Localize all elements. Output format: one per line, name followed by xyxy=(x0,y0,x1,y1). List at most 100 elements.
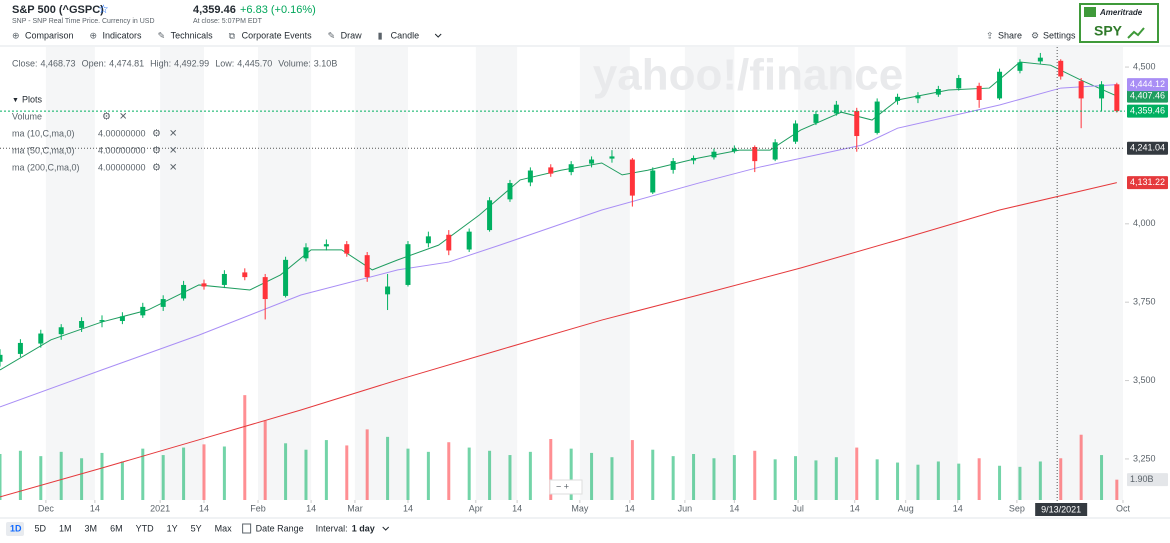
candle-body xyxy=(670,161,676,170)
toolbar-item[interactable]: Indicators xyxy=(103,30,143,40)
volume-bar xyxy=(1059,458,1063,500)
volume-bar xyxy=(39,456,43,500)
volume-bar xyxy=(18,450,22,500)
watermark: yahoo!/finance xyxy=(593,51,904,100)
volume-bar xyxy=(120,461,124,500)
current-price-box xyxy=(1127,104,1168,118)
plot-settings[interactable]: ⚙ xyxy=(152,163,161,174)
plots-title[interactable]: Plots xyxy=(22,94,43,104)
candle-body xyxy=(364,255,370,278)
range-button[interactable]: 5Y xyxy=(191,523,202,533)
range-button[interactable]: 1M xyxy=(59,523,72,533)
toolbar-item[interactable]: Corporate Events xyxy=(242,30,313,40)
symbol: S&P 500 (^GSPC) xyxy=(12,4,104,16)
candle xyxy=(181,280,187,301)
toolbar-item[interactable]: Technicals xyxy=(171,30,214,40)
candle-body xyxy=(201,283,207,287)
range-button[interactable]: Max xyxy=(215,523,233,533)
volume-bar xyxy=(916,464,920,500)
current-price: 4,359.46 xyxy=(1127,104,1168,118)
candle-body xyxy=(772,142,778,160)
candle xyxy=(527,167,533,187)
volume-bar xyxy=(671,456,675,500)
plot-name: Volume xyxy=(12,111,42,121)
interval-value[interactable]: 1 day xyxy=(352,523,375,533)
x-tick-label: 14 xyxy=(625,503,635,513)
toolbar-item[interactable]: Draw xyxy=(341,30,363,40)
volume-bar xyxy=(732,455,736,500)
volume-bar xyxy=(426,451,430,500)
candle-body xyxy=(1078,81,1084,99)
quote-value: 4,492.99 xyxy=(174,58,209,68)
volume-bar xyxy=(528,451,532,500)
ad[interactable]: Ameritrade SPY xyxy=(1079,3,1159,43)
toolbar-item[interactable]: Comparison xyxy=(25,30,74,40)
candle xyxy=(691,155,697,165)
volume-bar xyxy=(957,463,961,500)
plot-remove[interactable]: ✕ xyxy=(169,146,177,157)
quote-label: High: xyxy=(150,58,171,68)
volume-bar xyxy=(161,455,165,500)
plot-remove[interactable]: ✕ xyxy=(169,129,177,140)
toolbar-right-item[interactable]: Share xyxy=(998,30,1022,40)
volume-bar xyxy=(406,448,410,500)
date-range[interactable]: Date Range xyxy=(256,523,304,533)
candle-body xyxy=(548,167,554,174)
ad-icon xyxy=(1127,27,1145,39)
volume-bar xyxy=(712,458,716,500)
plot-remove[interactable]: ✕ xyxy=(119,112,127,123)
close-time: At close: 5:07PM EDT xyxy=(193,18,263,25)
toolbar-icon: ✎ xyxy=(158,30,166,40)
candle xyxy=(1058,59,1064,80)
subtitle: SNP - SNP Real Time Price. Currency in U… xyxy=(12,18,155,25)
range-button[interactable]: 3M xyxy=(85,523,98,533)
candle-body xyxy=(344,244,350,254)
ad-logo xyxy=(1084,7,1096,17)
y-tick-label: 3,250 xyxy=(1133,453,1156,463)
plot-settings[interactable]: ⚙ xyxy=(102,112,111,123)
x-tick-label: 14 xyxy=(512,503,522,513)
plot-remove[interactable]: ✕ xyxy=(169,163,177,174)
candle xyxy=(0,349,3,367)
volume-bar xyxy=(182,447,186,500)
dropdown-caret[interactable] xyxy=(434,33,442,38)
quote-value: 3.10B xyxy=(314,58,338,68)
interval-caret[interactable] xyxy=(382,526,390,531)
quote-label: Close: xyxy=(12,58,38,68)
range-button[interactable]: 1D xyxy=(10,523,22,533)
toolbar-item[interactable]: Candle xyxy=(391,30,420,40)
range-button[interactable]: 5D xyxy=(35,523,47,533)
x-tick-label: Mar xyxy=(347,503,363,513)
volume-bar xyxy=(345,445,349,500)
range-button[interactable]: 6M xyxy=(110,523,123,533)
plot-settings[interactable]: ⚙ xyxy=(152,146,161,157)
ma-last-value-label: 4,407.46 xyxy=(1130,90,1165,100)
zoom-control[interactable] xyxy=(549,479,583,495)
zoom-control[interactable]: − + xyxy=(556,481,569,491)
ma-line xyxy=(0,84,1117,408)
candle xyxy=(589,156,595,168)
volume-bar xyxy=(1115,479,1119,500)
candle xyxy=(548,164,554,177)
range-button[interactable]: 1Y xyxy=(167,523,178,533)
x-tick-label: 14 xyxy=(850,503,860,513)
x-tick-label: 14 xyxy=(306,503,316,513)
volume-last-box xyxy=(1127,473,1168,487)
crosshair-date: 9/13/2021 xyxy=(1041,504,1081,514)
month-stripe xyxy=(684,47,735,500)
candle-body xyxy=(242,272,248,278)
interval-label: Interval: xyxy=(316,523,348,533)
month-stripe xyxy=(798,47,855,500)
month-stripe xyxy=(475,47,518,500)
candle-body xyxy=(997,71,1003,99)
current-price-label: 4,359.46 xyxy=(1130,105,1165,115)
volume-bar xyxy=(0,453,2,500)
toolbar-right-item[interactable]: Settings xyxy=(1043,30,1076,40)
candle-body xyxy=(160,299,166,307)
plot-name: ma (50,C,ma,0) xyxy=(12,145,75,155)
plot-settings[interactable]: ⚙ xyxy=(152,129,161,140)
candle-body xyxy=(854,110,860,137)
star-icon[interactable]: ☆ xyxy=(98,2,109,16)
range-button[interactable]: YTD xyxy=(136,523,155,533)
